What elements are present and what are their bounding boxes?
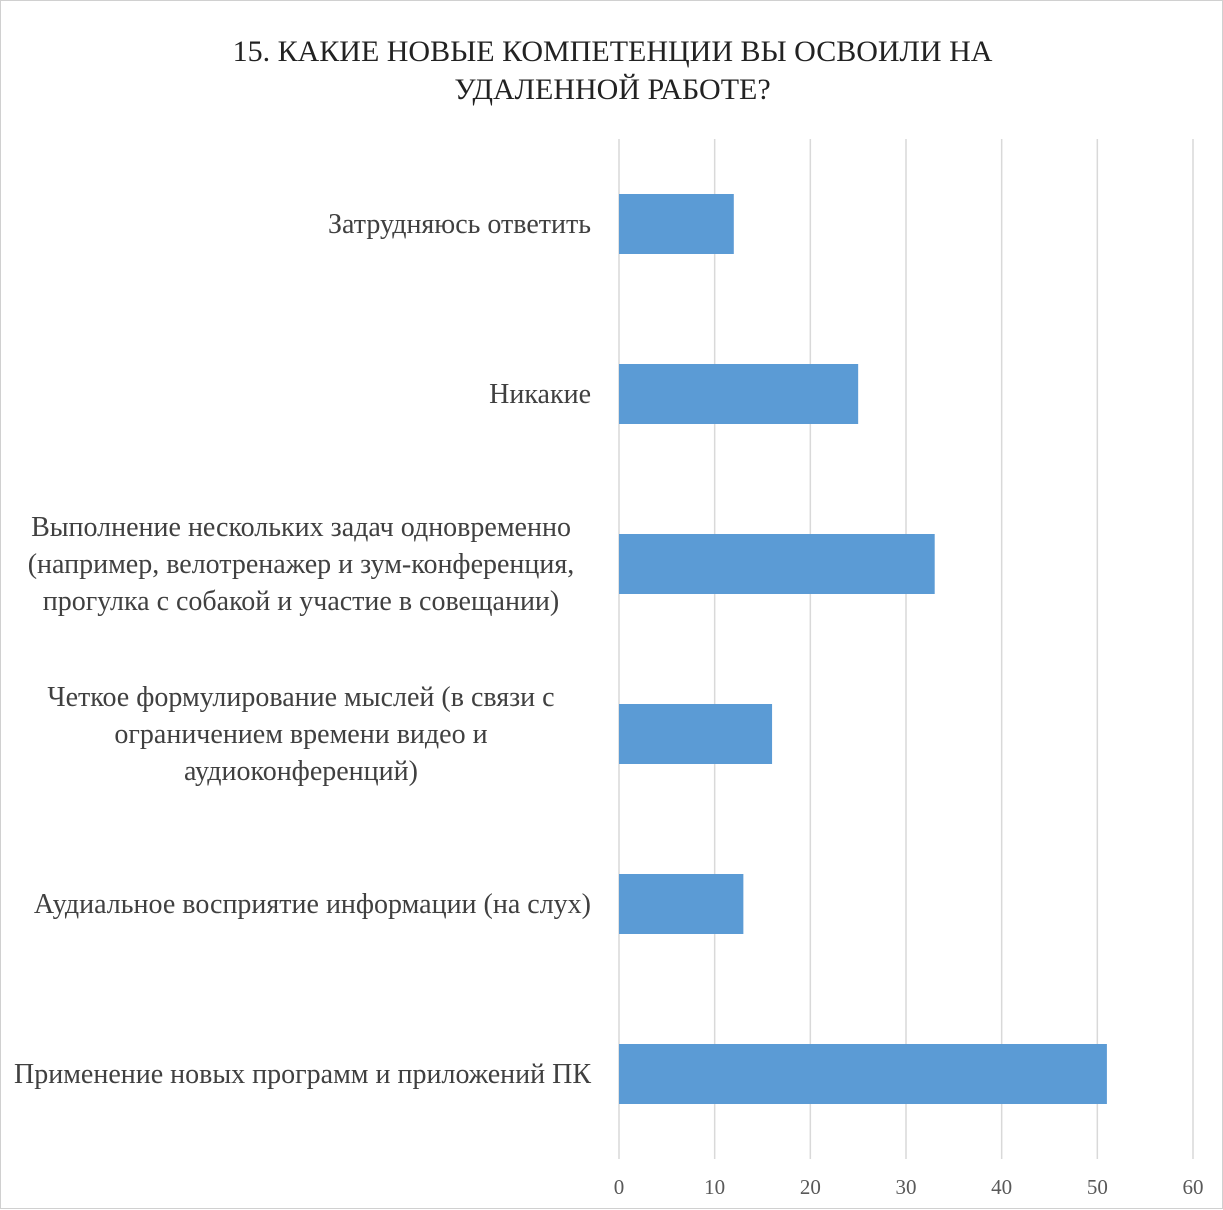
y-tick-label-box: Выполнение нескольких задач одновременно… (11, 479, 591, 649)
chart-title: 15. КАКИЕ НОВЫЕ КОМПЕТЕНЦИИ ВЫ ОСВОИЛИ Н… (232, 35, 993, 106)
x-tick-label: 0 (614, 1175, 625, 1199)
y-tick-label-box: Четкое формулирование мыслей (в связи с … (11, 649, 591, 819)
x-tick-label: 60 (1183, 1175, 1204, 1199)
x-tick-label: 10 (704, 1175, 725, 1199)
y-tick-label: Затрудняюсь ответить (328, 208, 591, 240)
y-tick-label: Выполнение нескольких задач одновременно… (27, 511, 575, 617)
y-tick-label-box: Применение новых программ и приложений П… (11, 989, 591, 1159)
bar (619, 874, 744, 934)
y-tick-label: Аудиальное восприятие информации (на слу… (33, 888, 591, 920)
bar (619, 704, 773, 764)
y-tick-label-box: Затрудняюсь ответить (11, 139, 591, 309)
bar (619, 1044, 1107, 1104)
y-tick-label-box: Аудиальное восприятие информации (на слу… (11, 819, 591, 989)
y-tick-label: Применение новых программ и приложений П… (14, 1058, 591, 1090)
x-tick-label: 50 (1087, 1175, 1108, 1199)
x-tick-label: 40 (991, 1175, 1012, 1199)
y-tick-label-box: Никакие (11, 309, 591, 479)
chart-title-box: 15. КАКИЕ НОВЫЕ КОМПЕТЕНЦИИ ВЫ ОСВОИЛИ Н… (1, 33, 1223, 109)
y-tick-label: Четкое формулирование мыслей (в связи с … (47, 681, 555, 787)
x-tick-label: 20 (800, 1175, 821, 1199)
bar (619, 534, 935, 594)
bar (619, 364, 859, 424)
y-tick-label: Никакие (489, 378, 591, 410)
x-tick-label: 30 (896, 1175, 917, 1199)
bar (619, 194, 734, 254)
